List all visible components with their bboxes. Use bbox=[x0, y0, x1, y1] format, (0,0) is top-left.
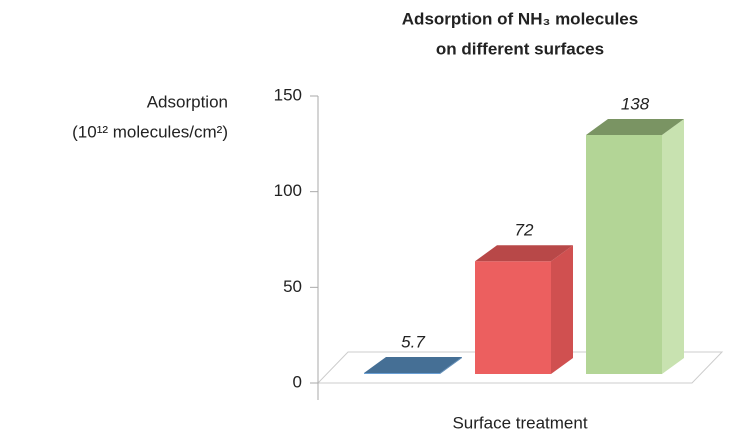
chart-title: Adsorption of NH₃ molecules bbox=[402, 9, 638, 28]
bar-top bbox=[475, 245, 573, 262]
value-label: 138 bbox=[621, 94, 650, 113]
bar-top bbox=[586, 118, 684, 135]
bar-side bbox=[440, 357, 462, 374]
bar bbox=[586, 118, 684, 375]
bar-front bbox=[475, 261, 551, 374]
y-tick-label: 150 bbox=[274, 85, 302, 104]
value-label: 72 bbox=[515, 221, 534, 240]
y-tick-label: 100 bbox=[274, 181, 302, 200]
y-axis-label: (10¹² molecules/cm²) bbox=[72, 122, 228, 141]
bar-top bbox=[364, 357, 462, 373]
value-label: 5.7 bbox=[401, 332, 425, 351]
x-axis-label: Surface treatment bbox=[452, 413, 587, 432]
bar-side bbox=[662, 118, 684, 375]
bar-front bbox=[364, 373, 440, 374]
y-axis-label: Adsorption bbox=[147, 92, 228, 111]
y-tick-label: 50 bbox=[283, 277, 302, 296]
chart-title: on different surfaces bbox=[436, 39, 604, 58]
bar-front bbox=[586, 134, 662, 374]
floor bbox=[316, 351, 724, 384]
bar bbox=[364, 357, 462, 374]
y-tick-label: 0 bbox=[293, 372, 302, 391]
bar bbox=[475, 245, 573, 374]
bar-side bbox=[551, 245, 573, 374]
